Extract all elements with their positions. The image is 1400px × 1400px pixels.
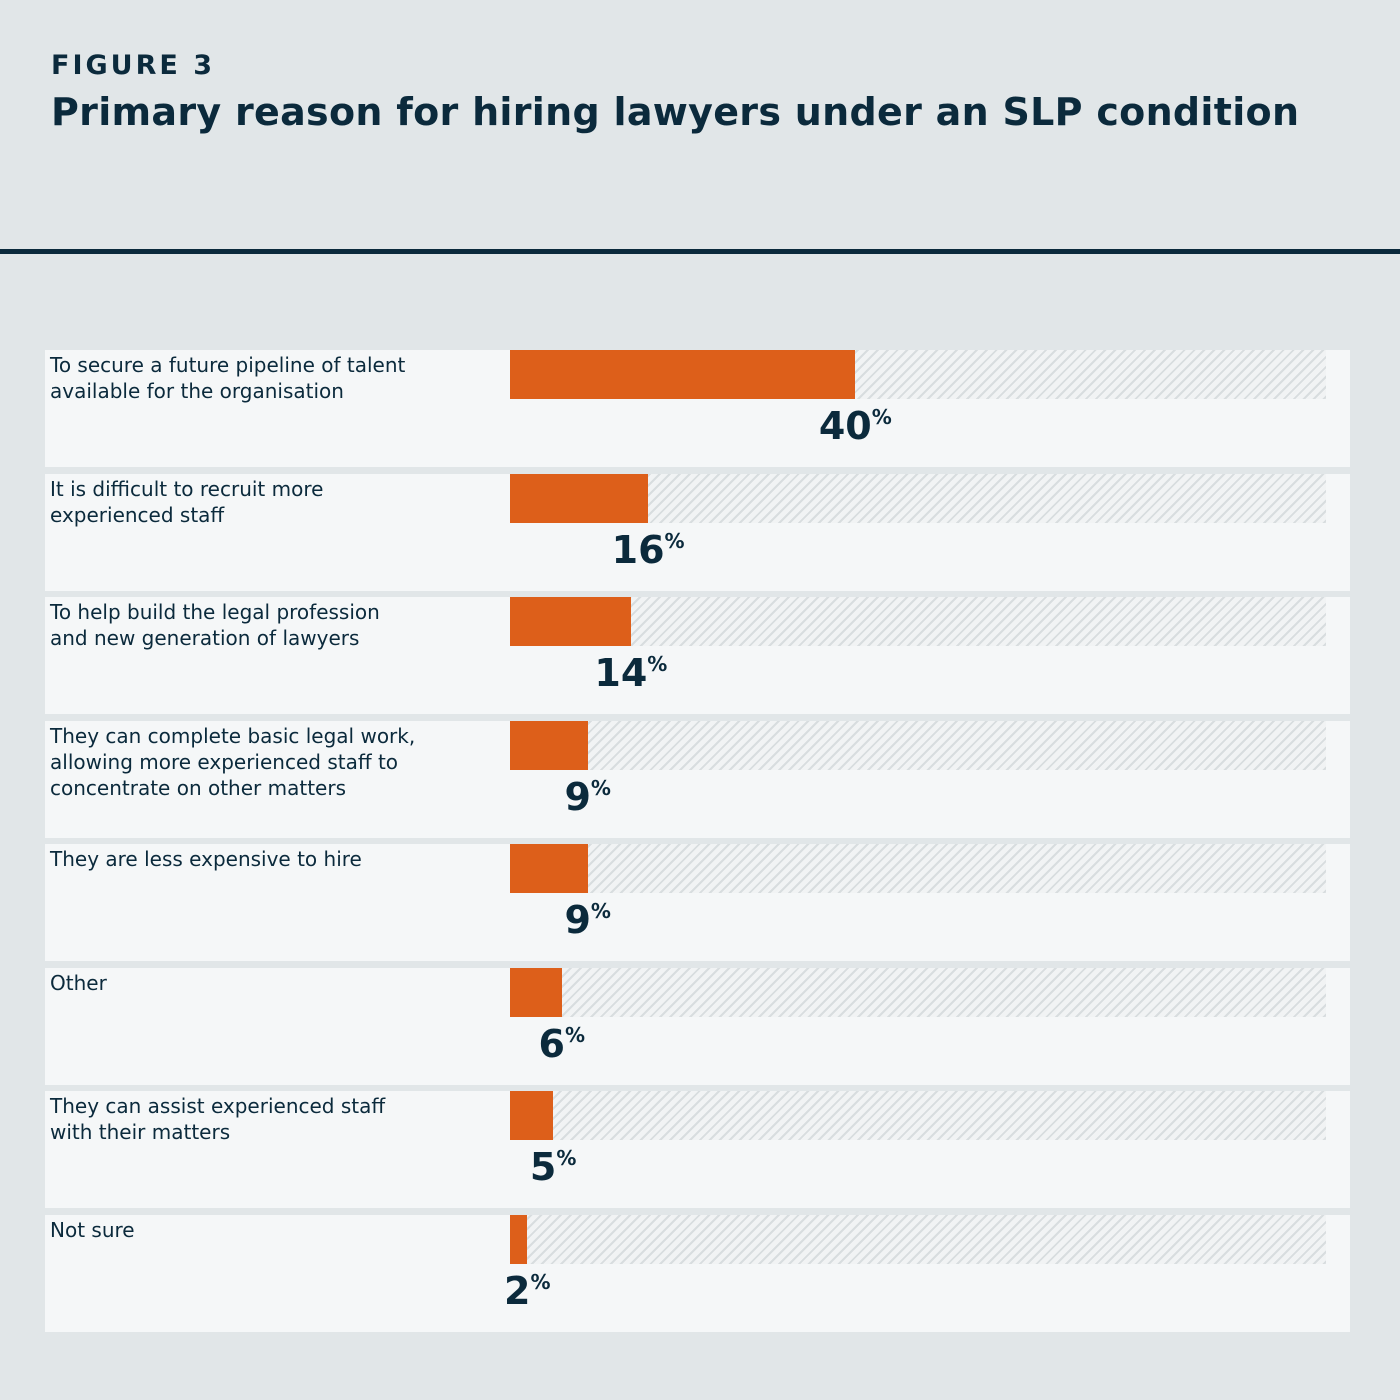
bar-track: [510, 474, 1326, 523]
bar: [510, 844, 588, 893]
value-number: 9: [564, 898, 591, 942]
value-label: 2%: [504, 1269, 551, 1313]
category-label: They are less expensive to hire: [50, 847, 362, 871]
bar: [510, 1091, 554, 1140]
value-number: 40: [818, 404, 872, 448]
chart-row: They can assist experienced staff with t…: [45, 1091, 1350, 1208]
chart-row: To help build the legal profession and n…: [45, 597, 1350, 714]
value-number: 16: [611, 528, 665, 572]
chart-row: They can complete basic legal work, allo…: [45, 721, 1350, 838]
value-label: 5%: [530, 1145, 577, 1189]
bar-track: [510, 968, 1326, 1017]
bar-track: [510, 844, 1326, 893]
bar: [510, 721, 588, 770]
category-label: Not sure: [50, 1218, 135, 1242]
category-label: They can assist experienced staff with t…: [50, 1094, 386, 1144]
bar-track: [510, 1091, 1326, 1140]
bar-track: [510, 350, 1326, 399]
percent-sign: %: [590, 899, 611, 923]
category-label: To help build the legal profession and n…: [50, 600, 380, 650]
bar: [510, 474, 649, 523]
bar: [510, 597, 631, 646]
percent-sign: %: [590, 776, 611, 800]
chart-row: Other 6%: [45, 968, 1350, 1085]
value-label: 6%: [539, 1022, 586, 1066]
bar-track: [510, 721, 1326, 770]
value-label: 16%: [612, 528, 685, 572]
chart-row: Not sure 2%: [45, 1215, 1350, 1332]
chart-row: It is difficult to recruit more experien…: [45, 474, 1350, 591]
value-number: 6: [538, 1022, 565, 1066]
percent-sign: %: [530, 1270, 551, 1294]
percent-sign: %: [556, 1146, 577, 1170]
category-label: They can complete basic legal work, allo…: [50, 724, 416, 800]
percent-sign: %: [565, 1023, 586, 1047]
header-rule: [0, 249, 1400, 254]
chart-title: Primary reason for hiring lawyers under …: [51, 90, 1300, 134]
percent-sign: %: [664, 529, 685, 553]
bar-track: [510, 597, 1326, 646]
value-label: 40%: [819, 404, 892, 448]
value-number: 2: [504, 1269, 531, 1313]
value-label: 14%: [594, 651, 667, 695]
percent-sign: %: [871, 405, 892, 429]
chart-row: To secure a future pipeline of talent av…: [45, 350, 1350, 467]
chart-row: They are less expensive to hire 9%: [45, 844, 1350, 961]
value-number: 9: [564, 775, 591, 819]
percent-sign: %: [647, 652, 668, 676]
value-label: 9%: [564, 775, 611, 819]
category-label: To secure a future pipeline of talent av…: [50, 353, 406, 403]
bar: [510, 350, 856, 399]
value-number: 14: [594, 651, 648, 695]
value-label: 9%: [564, 898, 611, 942]
bar-track: [510, 1215, 1326, 1264]
figure-label: FIGURE 3: [51, 50, 215, 81]
bar: [510, 968, 562, 1017]
bar: [510, 1215, 528, 1264]
category-label: Other: [50, 971, 107, 995]
value-number: 5: [529, 1145, 557, 1189]
category-label: It is difficult to recruit more experien…: [50, 477, 324, 527]
